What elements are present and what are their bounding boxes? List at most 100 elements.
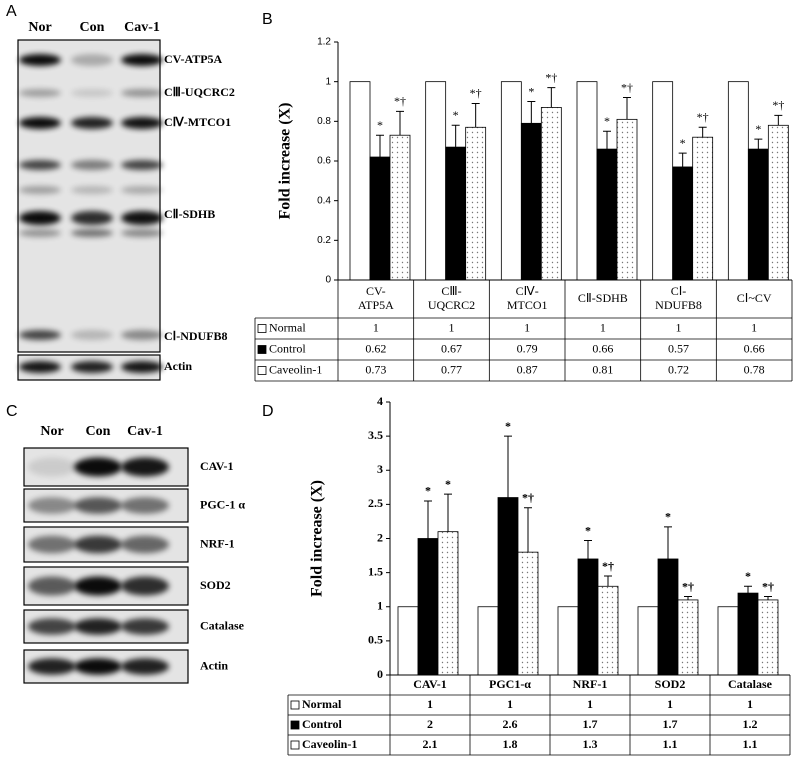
category-label: CⅠ~CV: [737, 291, 772, 305]
bar: [596, 148, 618, 281]
legend-label: Control: [269, 341, 306, 355]
category-label: UQCRC2: [428, 298, 475, 312]
significance-mark: *†: [545, 70, 557, 84]
significance-mark: *†: [772, 98, 784, 112]
significance-mark: *: [425, 484, 431, 498]
significance-mark: *: [585, 523, 591, 537]
band-label: CⅠ-NDUFB8: [164, 329, 228, 343]
band: [121, 117, 163, 129]
band-label: CV-ATP5A: [164, 52, 223, 66]
error-bar: [547, 87, 556, 108]
table-value: 0.72: [668, 362, 689, 376]
bar: [576, 81, 598, 281]
table-value: 1: [427, 697, 433, 711]
band: [28, 535, 76, 554]
table-value: 1: [449, 320, 455, 334]
table-value: 2.6: [503, 717, 518, 731]
band-label: CⅡ-SDHB: [164, 207, 215, 221]
error-bar: [584, 540, 592, 559]
y-tick-label: 1.5: [368, 564, 383, 578]
band: [71, 160, 113, 170]
band: [121, 186, 163, 194]
error-bar: [774, 114, 783, 126]
bar: [652, 81, 674, 281]
error-bar: [524, 507, 532, 553]
y-tick-label: 1: [377, 599, 383, 613]
table-value: 1: [587, 697, 593, 711]
band: [71, 211, 113, 225]
significance-mark: *†: [394, 94, 406, 108]
panel-label: A: [6, 3, 17, 20]
significance-mark: *†: [522, 491, 534, 505]
table-value: 1: [751, 320, 757, 334]
bar: [397, 606, 419, 676]
bar: [717, 606, 739, 676]
category-label: SOD2: [655, 677, 686, 691]
y-tick-label: 1.2: [317, 37, 331, 48]
category-label: CⅢ-: [441, 284, 461, 298]
band: [19, 229, 61, 237]
table-value: 1: [507, 697, 513, 711]
error-bar: [424, 500, 432, 539]
error-bar: [471, 102, 480, 128]
bar: [540, 107, 562, 281]
legend-label: Caveolin-1: [269, 362, 322, 376]
category-label: CⅣ-: [516, 284, 539, 298]
bar: [597, 585, 619, 676]
bar: [369, 156, 391, 281]
band: [71, 117, 113, 129]
panel-label: B: [262, 11, 273, 28]
significance-mark: *†: [697, 110, 709, 124]
y-tick-label: 0.6: [317, 156, 331, 167]
legend-label: Normal: [302, 697, 342, 711]
band: [28, 497, 76, 514]
table-value: 0.66: [744, 341, 765, 355]
error-bar: [396, 110, 404, 136]
significance-mark: *: [377, 118, 383, 132]
bar: [517, 551, 539, 676]
band: [71, 186, 113, 194]
legend-swatch: [290, 700, 300, 710]
error-bar: [744, 585, 752, 594]
table-value: 1: [373, 320, 379, 334]
panel-label: D: [262, 403, 274, 420]
bar: [757, 599, 779, 676]
band: [28, 576, 76, 596]
bar: [520, 122, 542, 281]
y-tick-label: 0.5: [368, 633, 383, 647]
error-bar: [678, 152, 687, 167]
y-tick-label: 2: [377, 530, 383, 544]
bar: [767, 124, 789, 281]
table-value: 1.8: [503, 737, 518, 751]
table-value: 0.67: [441, 341, 462, 355]
category-label: Catalase: [728, 677, 773, 691]
bar: [737, 592, 759, 676]
bar: [692, 136, 714, 281]
error-bar: [527, 101, 536, 124]
band-label: NRF-1: [200, 536, 235, 550]
significance-mark: *: [604, 114, 610, 128]
category-label: MTCO1: [507, 298, 548, 312]
bar: [677, 599, 699, 676]
table-value: 1.1: [743, 737, 758, 751]
band: [19, 186, 61, 194]
band: [121, 535, 169, 554]
table-value: 0.62: [365, 341, 386, 355]
category-label: ATP5A: [358, 298, 394, 312]
bar: [389, 134, 411, 281]
legend-label: Caveolin-1: [302, 737, 357, 751]
bar: [445, 146, 467, 281]
error-bar: [603, 130, 611, 150]
band: [121, 330, 163, 340]
band: [71, 89, 113, 97]
table-value: 1: [747, 697, 753, 711]
band: [71, 361, 113, 373]
significance-mark: *: [745, 569, 751, 583]
error-bar: [504, 435, 512, 498]
error-bar: [664, 526, 672, 559]
y-tick-label: 0.2: [317, 235, 331, 246]
lane-label: Nor: [40, 424, 63, 439]
panel-label: C: [6, 403, 18, 420]
band: [74, 535, 122, 554]
error-bar: [604, 575, 612, 587]
